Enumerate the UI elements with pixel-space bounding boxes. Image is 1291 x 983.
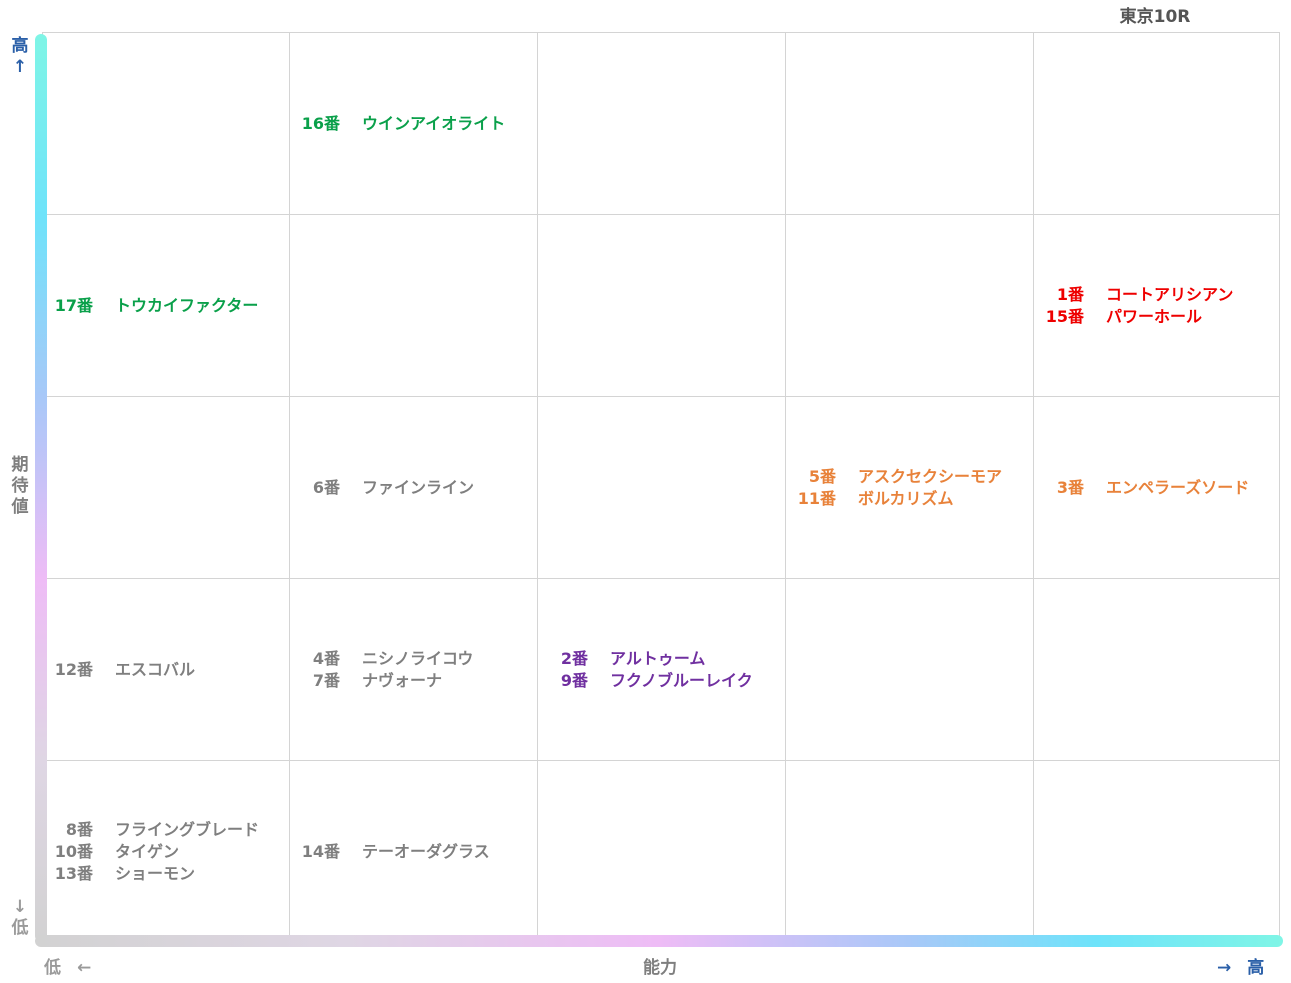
x-low-text: 低 [44,958,61,978]
horse-number: 2番 [560,648,588,668]
y-axis-title-char: 待 [11,476,29,496]
horse-number: 12番 [54,659,93,679]
horse-name: ニシノライコウ [362,648,474,668]
horse-name: アルトゥーム [610,648,706,668]
y-axis-low-label: ↓ 低 [9,897,31,939]
horse-name: ナヴォーナ [362,670,443,690]
horse-name: トウカイファクター [115,295,259,315]
grid-cell: 1番 コートアリシアン 15番 パワーホール [1033,215,1280,397]
horse-name: アスクセクシーモア [858,466,1003,486]
grid-cell: 6番 ファインライン [289,397,537,579]
y-axis-title: 期待値 [9,455,31,518]
horse-entry: 3番 エンペラーズソード [1042,477,1280,499]
grid-cell [785,33,1033,215]
horse-number: 5番 [808,466,836,486]
grid-cell: 12番 エスコバル [42,579,289,761]
grid-cell: 2番 アルトゥーム 9番 フクノブルーレイク [537,579,785,761]
horse-entry: 13番 ショーモン [51,863,289,885]
horse-entry: 2番 アルトゥーム [546,648,785,670]
grid-cell [785,215,1033,397]
horse-name: フクノブルーレイク [610,670,753,690]
horse-entry: 6番 ファインライン [298,477,537,499]
x-axis-bar [35,935,1283,947]
y-low-arrow-icon: ↓ [12,897,28,917]
horse-name: ウインアイオライト [362,113,506,133]
grid-cell [537,215,785,397]
horse-name: ショーモン [115,863,196,883]
x-axis-title: 能力 [643,958,677,978]
x-axis-low-label: 低 ← [44,953,91,978]
horse-number: 8番 [65,819,93,839]
grid-cell: 3番 エンペラーズソード [1033,397,1280,579]
grid-cell [537,33,785,215]
x-low-arrow-icon: ← [77,958,92,978]
grid-cell [785,579,1033,761]
y-axis-title-text: 期待値 [9,455,31,518]
grid-cell [42,397,289,579]
horse-number: 7番 [312,670,340,690]
horse-entry: 14番 テーオーダグラス [298,841,537,863]
horse-number: 10番 [54,841,93,861]
y-axis-title-char: 値 [11,497,29,517]
grid-cell [1033,33,1280,215]
y-high-arrow-icon: ↑ [12,57,28,77]
horse-number: 11番 [797,488,836,508]
grid-cell [1033,761,1280,943]
race-title: 東京10R [1119,7,1191,27]
horse-number: 17番 [54,295,93,315]
grid-cell [537,761,785,943]
horse-number: 16番 [301,113,340,133]
horse-entry: 1番 コートアリシアン [1042,284,1280,306]
grid-cell [785,761,1033,943]
horse-number: 3番 [1056,477,1084,497]
horse-entry: 11番 ボルカリズム [794,488,1033,510]
grid-cell [537,397,785,579]
x-high-arrow-icon: → [1217,958,1232,978]
y-low-text: 低 [11,918,29,938]
y-axis-title-char: 期 [11,455,29,475]
horse-entry: 9番 フクノブルーレイク [546,670,785,692]
horse-name: テーオーダグラス [362,841,490,861]
horse-number: 13番 [54,863,93,883]
grid-cell: 5番 アスクセクシーモア 11番 ボルカリズム [785,397,1033,579]
grid-cell: 4番 ニシノライコウ 7番 ナヴォーナ [289,579,537,761]
x-high-text: 高 [1247,958,1265,978]
grid-cell [289,215,537,397]
horse-entry: 8番 フライングブレード [51,819,289,841]
grid-cell: 14番 テーオーダグラス [289,761,537,943]
horse-number: 6番 [312,477,340,497]
horse-name: エスコバル [115,659,196,679]
horse-name: コートアリシアン [1106,284,1234,304]
horse-number: 1番 [1056,284,1084,304]
horse-entry: 5番 アスクセクシーモア [794,466,1033,488]
y-high-text: 高 [11,36,29,56]
horse-entry: 4番 ニシノライコウ [298,648,537,670]
grid-cell: 16番 ウインアイオライト [289,33,537,215]
y-axis-bar [35,34,47,942]
horse-entry: 12番 エスコバル [51,659,289,681]
horse-name: タイゲン [115,841,180,861]
horse-entry: 7番 ナヴォーナ [298,670,537,692]
horse-name: ボルカリズム [858,488,954,508]
horse-number: 14番 [301,841,340,861]
horse-entry: 17番 トウカイファクター [51,295,289,317]
grid-cell [42,33,289,215]
grid-cell: 17番 トウカイファクター [42,215,289,397]
horse-name: パワーホール [1106,306,1203,326]
y-axis-high-label: 高 ↑ [9,36,31,78]
horse-entry: 15番 パワーホール [1042,306,1280,328]
horse-number: 15番 [1045,306,1084,326]
horse-number: 9番 [560,670,588,690]
horse-name: エンペラーズソード [1106,477,1250,497]
grid-cell: 8番 フライングブレード 10番 タイゲン 13番 ショーモン [42,761,289,943]
horse-name: ファインライン [362,477,475,497]
horse-number: 4番 [312,648,340,668]
horse-name: フライングブレード [115,819,260,839]
x-axis-high-label: → 高 [1217,953,1264,978]
matrix-grid: 16番 ウインアイオライト 17番 トウカイファクター 1番 コートアリシアン 15番 パワー… [42,32,1280,943]
horse-entry: 16番 ウインアイオライト [298,113,537,135]
horse-entry: 10番 タイゲン [51,841,289,863]
grid-cell [1033,579,1280,761]
